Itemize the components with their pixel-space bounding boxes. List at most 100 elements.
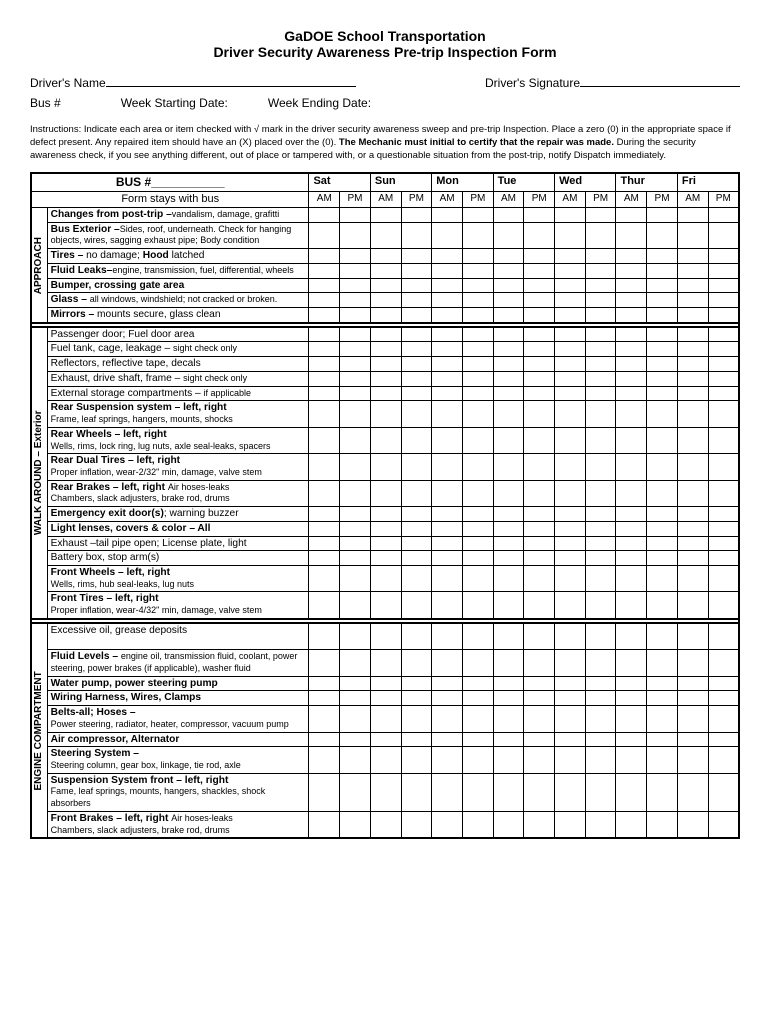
- check-cell[interactable]: [708, 551, 739, 566]
- check-cell[interactable]: [555, 401, 586, 427]
- check-cell[interactable]: [370, 732, 401, 747]
- check-cell[interactable]: [340, 521, 371, 536]
- check-cell[interactable]: [616, 706, 647, 732]
- check-cell[interactable]: [309, 676, 340, 691]
- check-cell[interactable]: [585, 208, 616, 223]
- check-cell[interactable]: [708, 536, 739, 551]
- check-cell[interactable]: [370, 536, 401, 551]
- check-cell[interactable]: [401, 327, 432, 342]
- check-cell[interactable]: [647, 208, 678, 223]
- check-cell[interactable]: [432, 592, 463, 619]
- check-cell[interactable]: [708, 507, 739, 522]
- check-cell[interactable]: [370, 454, 401, 480]
- check-cell[interactable]: [462, 427, 493, 453]
- check-cell[interactable]: [370, 691, 401, 706]
- check-cell[interactable]: [708, 650, 739, 676]
- check-cell[interactable]: [524, 551, 555, 566]
- check-cell[interactable]: [462, 536, 493, 551]
- check-cell[interactable]: [432, 565, 463, 591]
- check-cell[interactable]: [585, 592, 616, 619]
- check-cell[interactable]: [555, 623, 586, 650]
- check-cell[interactable]: [524, 565, 555, 591]
- check-cell[interactable]: [585, 308, 616, 323]
- check-cell[interactable]: [524, 732, 555, 747]
- check-cell[interactable]: [585, 676, 616, 691]
- check-cell[interactable]: [585, 536, 616, 551]
- check-cell[interactable]: [647, 706, 678, 732]
- check-cell[interactable]: [647, 308, 678, 323]
- check-cell[interactable]: [401, 386, 432, 401]
- check-cell[interactable]: [708, 676, 739, 691]
- check-cell[interactable]: [493, 263, 524, 278]
- check-cell[interactable]: [370, 507, 401, 522]
- check-cell[interactable]: [493, 480, 524, 506]
- check-cell[interactable]: [677, 249, 708, 264]
- check-cell[interactable]: [524, 427, 555, 453]
- check-cell[interactable]: [432, 278, 463, 293]
- check-cell[interactable]: [524, 342, 555, 357]
- check-cell[interactable]: [401, 507, 432, 522]
- check-cell[interactable]: [647, 401, 678, 427]
- check-cell[interactable]: [462, 592, 493, 619]
- check-cell[interactable]: [585, 551, 616, 566]
- check-cell[interactable]: [309, 454, 340, 480]
- check-cell[interactable]: [340, 623, 371, 650]
- check-cell[interactable]: [462, 747, 493, 773]
- check-cell[interactable]: [585, 565, 616, 591]
- check-cell[interactable]: [585, 327, 616, 342]
- check-cell[interactable]: [708, 357, 739, 372]
- check-cell[interactable]: [677, 623, 708, 650]
- check-cell[interactable]: [432, 293, 463, 308]
- check-cell[interactable]: [524, 536, 555, 551]
- check-cell[interactable]: [555, 278, 586, 293]
- check-cell[interactable]: [401, 427, 432, 453]
- check-cell[interactable]: [309, 592, 340, 619]
- check-cell[interactable]: [493, 732, 524, 747]
- check-cell[interactable]: [462, 293, 493, 308]
- check-cell[interactable]: [708, 706, 739, 732]
- check-cell[interactable]: [309, 773, 340, 811]
- check-cell[interactable]: [309, 263, 340, 278]
- check-cell[interactable]: [340, 357, 371, 372]
- check-cell[interactable]: [340, 747, 371, 773]
- check-cell[interactable]: [647, 623, 678, 650]
- check-cell[interactable]: [309, 208, 340, 223]
- check-cell[interactable]: [677, 293, 708, 308]
- check-cell[interactable]: [555, 592, 586, 619]
- check-cell[interactable]: [370, 249, 401, 264]
- check-cell[interactable]: [370, 342, 401, 357]
- check-cell[interactable]: [432, 342, 463, 357]
- check-cell[interactable]: [370, 208, 401, 223]
- check-cell[interactable]: [462, 454, 493, 480]
- check-cell[interactable]: [432, 327, 463, 342]
- check-cell[interactable]: [708, 691, 739, 706]
- check-cell[interactable]: [340, 293, 371, 308]
- check-cell[interactable]: [309, 401, 340, 427]
- check-cell[interactable]: [401, 691, 432, 706]
- check-cell[interactable]: [616, 732, 647, 747]
- check-cell[interactable]: [340, 676, 371, 691]
- check-cell[interactable]: [401, 565, 432, 591]
- check-cell[interactable]: [309, 249, 340, 264]
- check-cell[interactable]: [462, 480, 493, 506]
- check-cell[interactable]: [432, 222, 463, 248]
- check-cell[interactable]: [524, 401, 555, 427]
- check-cell[interactable]: [585, 507, 616, 522]
- check-cell[interactable]: [708, 371, 739, 386]
- check-cell[interactable]: [401, 208, 432, 223]
- check-cell[interactable]: [647, 222, 678, 248]
- check-cell[interactable]: [677, 592, 708, 619]
- check-cell[interactable]: [462, 327, 493, 342]
- check-cell[interactable]: [524, 278, 555, 293]
- check-cell[interactable]: [585, 357, 616, 372]
- check-cell[interactable]: [708, 293, 739, 308]
- check-cell[interactable]: [677, 454, 708, 480]
- check-cell[interactable]: [340, 773, 371, 811]
- check-cell[interactable]: [677, 706, 708, 732]
- check-cell[interactable]: [708, 623, 739, 650]
- check-cell[interactable]: [309, 371, 340, 386]
- check-cell[interactable]: [708, 386, 739, 401]
- check-cell[interactable]: [401, 521, 432, 536]
- check-cell[interactable]: [462, 773, 493, 811]
- check-cell[interactable]: [524, 691, 555, 706]
